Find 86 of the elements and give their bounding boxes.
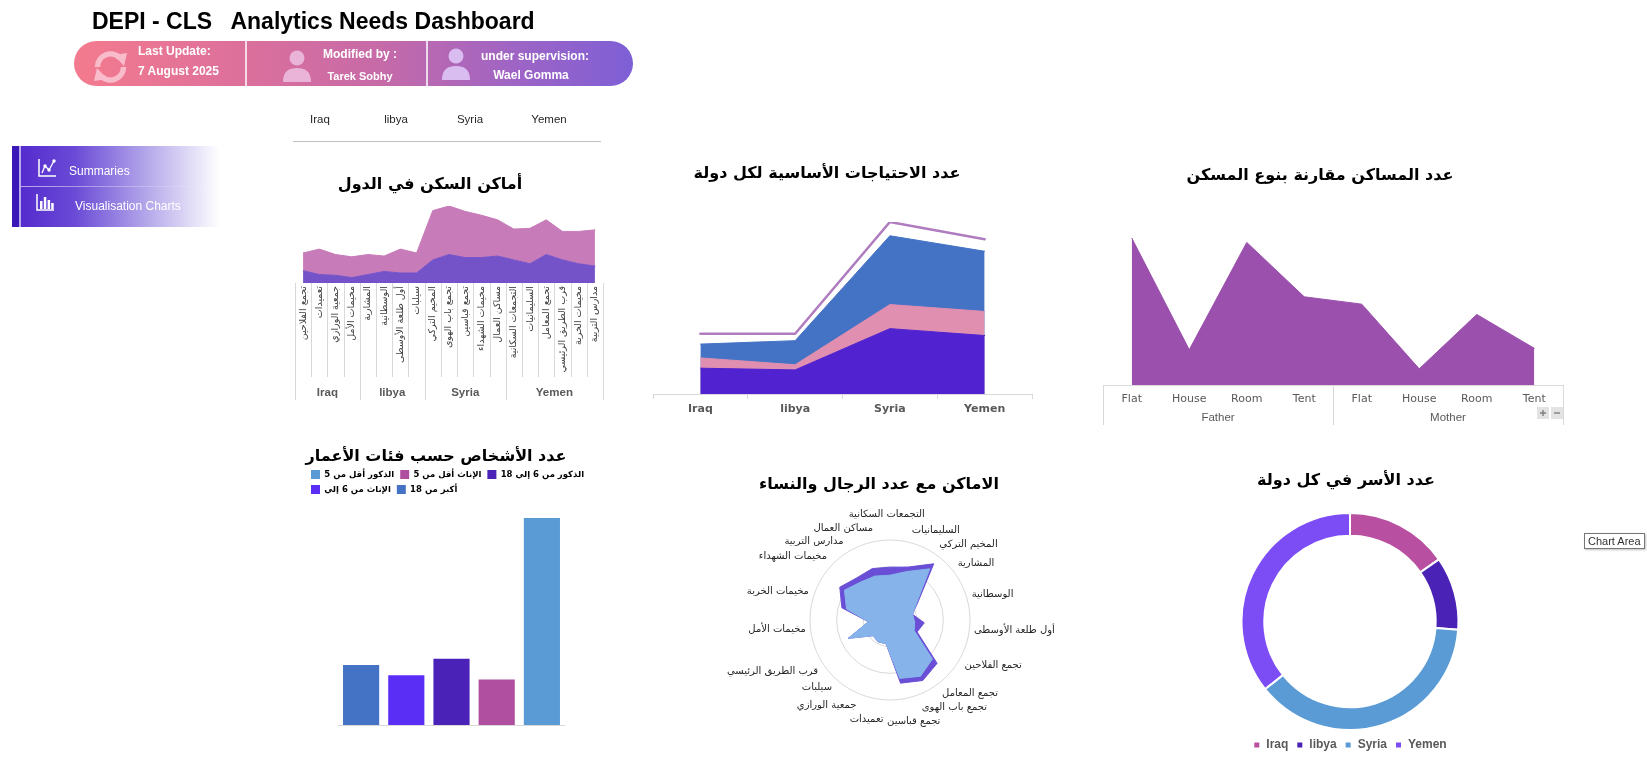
text: Chart Area [1584, 533, 1645, 549]
chart-title: عدد الاحتياجات الأساسية لكل دولة [693, 162, 961, 182]
x-tick-label: مخيمات الشهداء [474, 286, 486, 351]
x-tick-label: التجمعات السكانية [507, 286, 519, 359]
x-tick-label: أول طلعة الأوسطى [392, 285, 405, 363]
x-tick-label: تجمع قباسين [458, 285, 470, 337]
legend-label: Iraq [1266, 737, 1289, 752]
chart-title: عدد المساكن مقارنة بنوع المسكن [1186, 164, 1454, 184]
text: Tarek Sobhy [327, 70, 393, 82]
spoke-label: جمعية الورازي [796, 699, 857, 712]
text: under supervision: [480, 49, 590, 63]
spoke-label: تجمع قباسين [887, 714, 941, 727]
chart-title: عدد الأسر في كل دولة [1257, 469, 1435, 489]
x-tick-label: جمعية الورازي [329, 285, 340, 343]
chart-title: الاماكن مع عدد الرجال والنساء [759, 473, 999, 493]
spoke-label: مدارس التربية [784, 535, 844, 547]
bar [388, 675, 425, 725]
x-tick-label: مدارس التربية [588, 286, 600, 343]
x-tick-label: مخيمات الأمل [345, 286, 357, 341]
text: libya [384, 113, 408, 125]
x-tick-label: Flat [1121, 392, 1143, 406]
x-tick-label: الوسطانية [377, 286, 389, 326]
bar [523, 517, 560, 725]
spoke-label: التجمعات السكانية [848, 507, 925, 519]
spoke-label: السليمانيات [911, 523, 960, 535]
spoke-label: قرب الطريق الرئيسي [726, 665, 819, 678]
legend-label: أكبر من 18 [410, 482, 458, 495]
legend-label: الإناث أقل من 5 [413, 467, 482, 480]
x-tick-label: قرب الطريق الرئيسي [555, 286, 567, 373]
text: DEPI - CLS Analytics Needs Dashboard [92, 7, 535, 35]
legend-label: Yemen [1408, 737, 1447, 752]
x-tick-label: سيلبات [410, 285, 422, 315]
spoke-label: مخيمات الأمل [748, 621, 806, 634]
spoke-label: أول طلعة الأوسطى [973, 622, 1056, 636]
x-tick-label: تعميدات [312, 285, 324, 319]
bar [478, 679, 515, 725]
x-tick-label: Room [1231, 392, 1263, 406]
spoke-label: مخيمات الخربة [746, 585, 809, 597]
x-tick-label: المخيم التركي [426, 286, 439, 342]
bar [343, 664, 380, 725]
spoke-label: تجمع الفلاحين [964, 658, 1023, 671]
spoke-label: مخيمات الشهداء [758, 550, 828, 563]
spoke-label: مساكن العمال [813, 521, 874, 533]
x-tick-label: Tent [1521, 392, 1547, 406]
spoke-label: تجمع باب الهوى [921, 700, 988, 713]
x-tick-label: House [1172, 392, 1207, 406]
spoke-label: المخيم التركي [939, 537, 998, 550]
x-tick-label: House [1402, 392, 1437, 406]
x-tick-label: Iraq [687, 402, 713, 416]
x-tick-label: تجمع باب الهوى [442, 285, 454, 349]
spoke-label: سيلبات [801, 680, 833, 692]
spoke-label: تجمع المعامل [942, 687, 999, 700]
bar [433, 658, 470, 725]
x-tick-label: مخيمات الخربة [572, 286, 584, 346]
text: Wael Gomma [493, 68, 569, 82]
text: Syria [456, 113, 484, 125]
text: 7 August 2025 [138, 64, 219, 78]
text: Last Update: [138, 44, 211, 58]
spoke-label: الوسطانية [971, 587, 1014, 599]
x-tick-label: Flat [1351, 392, 1373, 406]
spoke-label: المشارية [957, 557, 995, 569]
legend-label: الذكور من 6 إلي 18 [500, 468, 585, 480]
x-tick-label: Syria [874, 402, 906, 416]
text: Visualisation Charts [75, 199, 181, 213]
text: Modified by : [323, 47, 397, 61]
legend-label: libya [1309, 737, 1337, 752]
legend-label: Syria [1357, 737, 1388, 752]
x-tick-label: مساكن العمال [491, 286, 503, 343]
x-tick-label: المشارية [361, 286, 373, 321]
text: Iraq [310, 113, 330, 125]
text: Father [1201, 411, 1235, 424]
legend-label: الذكور أقل من 5 [324, 467, 395, 480]
text: Yemen [531, 113, 567, 125]
text: Mother [1430, 411, 1467, 424]
chart-title: عدد الأشخاص حسب فئات الأعمار [305, 445, 567, 465]
legend-label: الإناث من 6 إلي [324, 483, 391, 495]
x-tick-label: السليمانيات [523, 286, 535, 332]
chart-title: أماكن السكن في الدول [337, 173, 523, 193]
text: Summaries [69, 164, 130, 178]
x-tick-label: تجمع الفلاحين [296, 285, 308, 341]
x-tick-label: Yemen [963, 402, 1006, 416]
x-tick-label: libya [780, 402, 811, 416]
x-tick-label: Tent [1291, 392, 1317, 406]
spoke-label: تعميدات [849, 713, 884, 725]
x-tick-label: تجمع المعامل [539, 285, 551, 340]
x-tick-label: Room [1461, 392, 1493, 406]
